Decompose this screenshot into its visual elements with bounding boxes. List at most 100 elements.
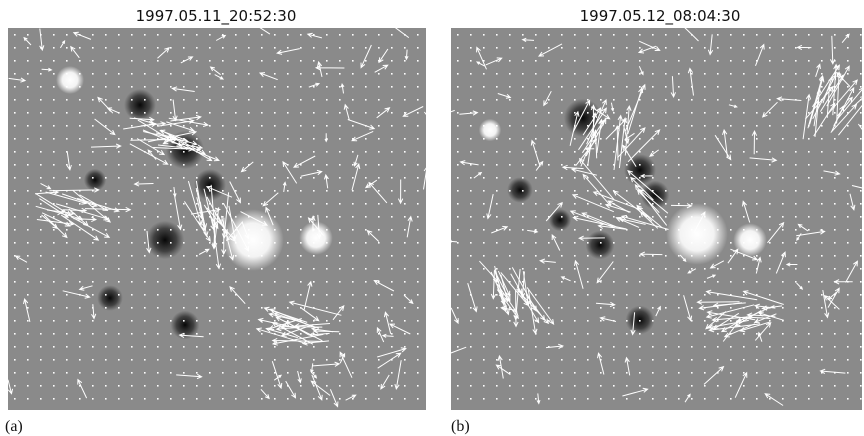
vector-dot (821, 34, 823, 36)
vector-dot (261, 398, 263, 400)
vector-dot (483, 86, 485, 88)
vector-dot (170, 320, 172, 322)
vector-dot (365, 372, 367, 374)
vector-dot (652, 34, 654, 36)
vector-dot (795, 112, 797, 114)
vector-dot (404, 47, 406, 49)
vector-dot (743, 216, 745, 218)
vector-dot (561, 47, 563, 49)
vector-dot (326, 112, 328, 114)
vector-dot (287, 281, 289, 283)
vector-dot (509, 177, 511, 179)
vector-dot (352, 294, 354, 296)
vector-dot (144, 320, 146, 322)
vector-dot (509, 359, 511, 361)
vector-dot (79, 359, 81, 361)
vector-dot (157, 333, 159, 335)
vector-dot (378, 255, 380, 257)
vector-dot (170, 99, 172, 101)
vector-dot (79, 372, 81, 374)
vector-dot (808, 268, 810, 270)
vector-dot (548, 190, 550, 192)
vector-dot (339, 86, 341, 88)
vector-dot (40, 398, 42, 400)
vector-dot (105, 151, 107, 153)
vector-dot (170, 190, 172, 192)
vector-dot (209, 125, 211, 127)
vector-dot (821, 60, 823, 62)
vector-dot (574, 385, 576, 387)
vector-dot (118, 216, 120, 218)
vector-dot (300, 281, 302, 283)
vector-dot (600, 307, 602, 309)
vector-dot (313, 281, 315, 283)
vector-dot (339, 151, 341, 153)
vector-dot (170, 242, 172, 244)
vector-dot (274, 47, 276, 49)
vector-dot (457, 138, 459, 140)
vector-dot (821, 216, 823, 218)
vector-dot (287, 359, 289, 361)
vector-dot (587, 47, 589, 49)
vector-dot (509, 242, 511, 244)
vector-dot (235, 372, 237, 374)
vector-dot (574, 34, 576, 36)
vector-dot (756, 190, 758, 192)
vector-dot (769, 346, 771, 348)
vector-dot (457, 203, 459, 205)
vector-dot (222, 190, 224, 192)
vector-dot (300, 125, 302, 127)
vector-dot (209, 268, 211, 270)
vector-dot (509, 60, 511, 62)
vector-dot (769, 294, 771, 296)
vector-dot (652, 112, 654, 114)
vector-dot (847, 190, 849, 192)
vector-dot (378, 112, 380, 114)
vector-dot (574, 112, 576, 114)
vector-dot (574, 372, 576, 374)
vector-dot (417, 151, 419, 153)
vector-dot (352, 281, 354, 283)
vector-dot (326, 125, 328, 127)
vector-dot (730, 164, 732, 166)
vector-dot (131, 398, 133, 400)
vector-dot (92, 398, 94, 400)
vector-dot (222, 320, 224, 322)
vector-dot (756, 346, 758, 348)
vector-dot (496, 398, 498, 400)
vector-dot (417, 307, 419, 309)
vector-dot (209, 86, 211, 88)
vector-dot (730, 112, 732, 114)
vector-dot (261, 47, 263, 49)
vector-dot (639, 138, 641, 140)
vector-dot (326, 47, 328, 49)
vector-dot (261, 346, 263, 348)
vector-dot (92, 99, 94, 101)
vector-dot (183, 177, 185, 179)
vector-dot (522, 34, 524, 36)
vector-dot (248, 255, 250, 257)
vector-dot (40, 372, 42, 374)
vector-dot (665, 281, 667, 283)
vector-dot (209, 385, 211, 387)
vector-dot (404, 151, 406, 153)
vector-dot (300, 138, 302, 140)
vector-dot (639, 333, 641, 335)
vector-dot (639, 164, 641, 166)
vector-dot (600, 86, 602, 88)
vector-dot (144, 242, 146, 244)
vector-dot (795, 190, 797, 192)
vector-dot (313, 112, 315, 114)
vector-dot (821, 203, 823, 205)
vector-dot (600, 294, 602, 296)
vector-dot (743, 346, 745, 348)
vector-dot (795, 294, 797, 296)
vector-dot (834, 255, 836, 257)
vector-dot (365, 281, 367, 283)
vector-dot (665, 333, 667, 335)
vector-dot (131, 73, 133, 75)
vector-dot (743, 242, 745, 244)
vector-dot (639, 86, 641, 88)
vector-dot (378, 151, 380, 153)
vector-dot (587, 203, 589, 205)
